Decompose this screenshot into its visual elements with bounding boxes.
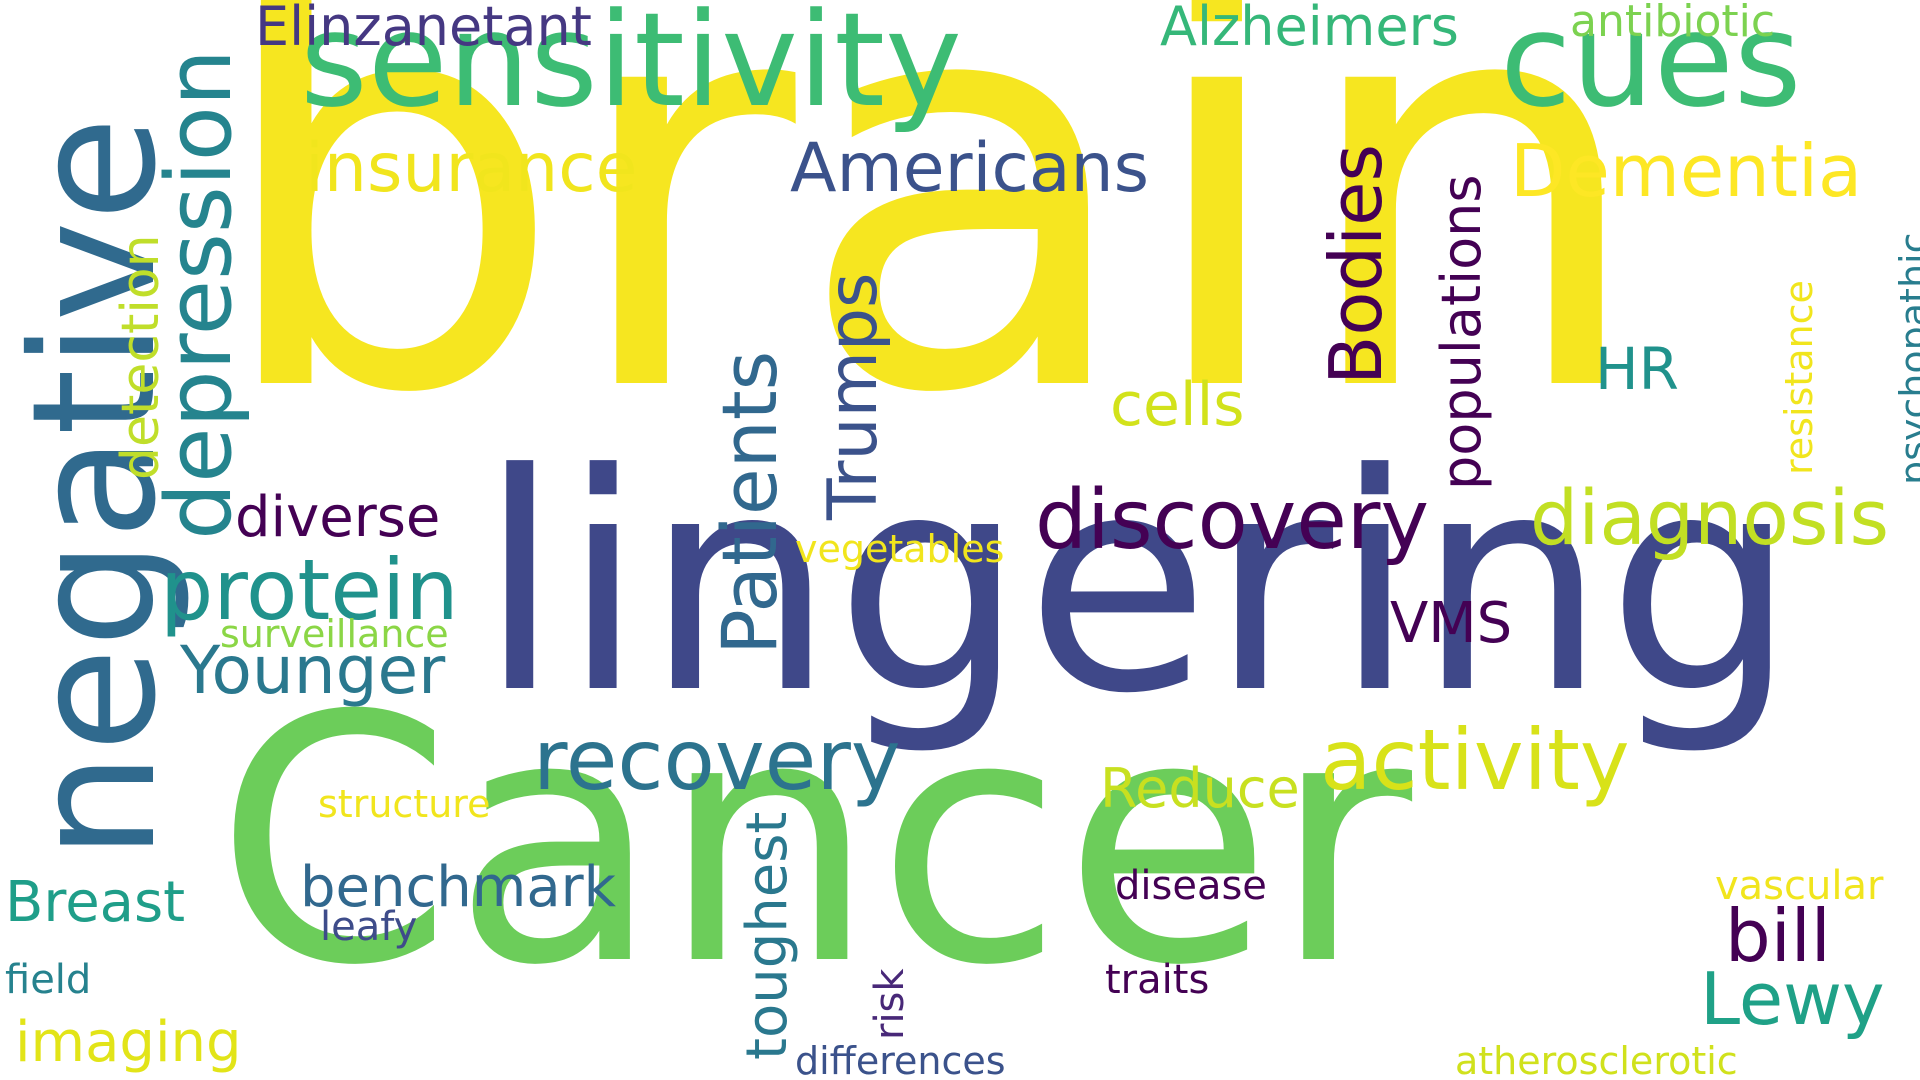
word-americans: Americans [790,129,1150,208]
word-cues: cues [1500,0,1802,136]
word-antibiotic: antibiotic [1570,0,1776,47]
word-cancer: Cancer [215,644,1413,1040]
word-vascular: vascular [1715,863,1884,909]
word-imaging: imaging [15,1010,242,1075]
word-structure: structure [318,782,491,826]
word-toughest: toughest [735,811,800,1060]
word-vms: VMS [1390,591,1513,656]
word-detection: detection [111,234,171,480]
word-dementia: Dementia [1510,129,1863,213]
word-leafy: leafy [320,904,418,950]
word-patients: Patients [705,350,794,655]
word-differences: differences [795,1039,1006,1080]
word-diverse: diverse [235,485,441,550]
word-atherosclerotic: atherosclerotic [1455,1039,1738,1080]
word-younger: Younger [180,632,446,709]
word-lingering: lingering [478,410,1798,759]
word-breast: Breast [5,870,186,935]
word-vegetables: vegetables [795,527,1005,571]
word-lewy: Lewy [1700,957,1885,1041]
word-recovery: recovery [533,711,901,809]
word-elinzanetant: Elinzanetant [255,0,592,58]
word-field: field [5,957,92,1003]
word-traits: traits [1105,957,1210,1003]
word-psychopathic: psychopathic [1892,232,1920,485]
word-brain: brain [210,0,1650,516]
word-cells: cells [1110,370,1245,440]
word-trumps: Trumps [814,272,893,520]
word-risk: risk [867,968,913,1040]
word-bill: bill [1725,894,1831,978]
word-activity: activity [1320,711,1630,809]
word-diagnosis: diagnosis [1530,473,1890,562]
word-alzheimers: Alzheimers [1160,0,1459,58]
word-disease: disease [1115,863,1267,909]
word-reduce: Reduce [1100,757,1300,820]
word-sensitivity: sensitivity [300,0,962,136]
word-hr: HR [1595,335,1679,403]
word-resistance: resistance [1777,280,1821,475]
word-surveillance: surveillance [220,612,449,656]
word-bodies: Bodies [1314,144,1398,385]
word-insurance: insurance [305,129,638,208]
word-discovery: discovery [1035,473,1430,568]
word-benchmark: benchmark [300,855,617,920]
word-populations: populations [1430,174,1493,490]
word-protein: protein [160,541,459,639]
